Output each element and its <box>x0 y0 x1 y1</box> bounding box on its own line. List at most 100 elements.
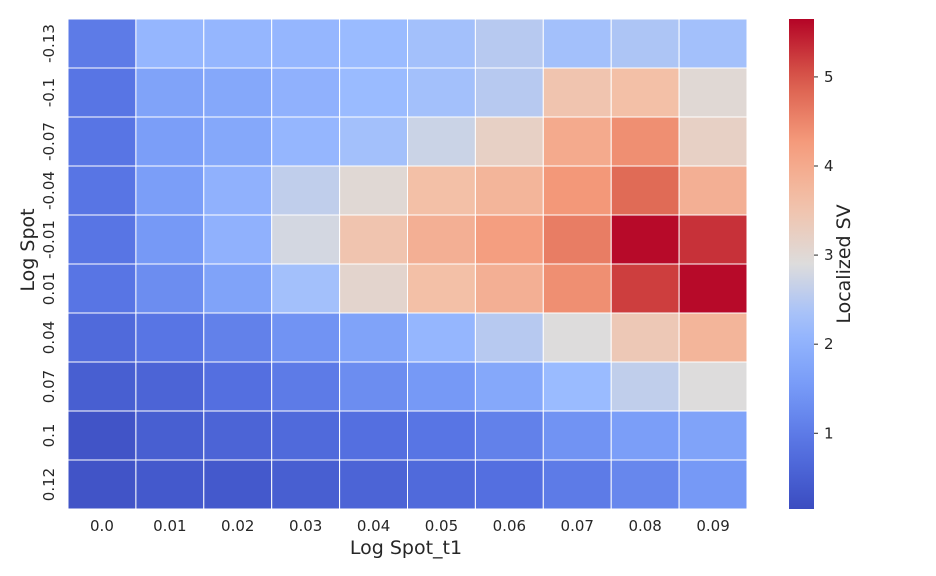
heatmap-cell <box>610 165 680 216</box>
heatmap-cell <box>474 165 544 216</box>
y-tick-label: -0.1 <box>40 78 58 107</box>
heatmap-cell <box>678 263 748 314</box>
y-tick-label: 0.01 <box>40 272 58 305</box>
heatmap-cell <box>474 214 544 265</box>
heatmap-cell <box>407 214 476 265</box>
heatmap-cell <box>610 214 680 265</box>
heatmap-cell <box>474 67 544 118</box>
heatmap-cell <box>135 116 205 167</box>
heatmap-cell <box>339 361 409 412</box>
heatmap-cell <box>407 459 476 510</box>
heatmap-cell <box>678 67 748 118</box>
colorbar-tick-label: 5 <box>824 68 834 86</box>
heatmap-cell <box>610 459 680 510</box>
heatmap-cell <box>610 312 680 363</box>
x-tick-labels: 0.0 0.01 0.02 0.03 0.04 0.05 0.06 0.07 0.08 0.09 <box>90 517 730 535</box>
heatmap-cell <box>678 410 748 461</box>
heatmap-cell <box>474 116 544 167</box>
heatmap-cell <box>271 67 341 118</box>
heatmap-cell <box>203 361 273 412</box>
heatmap-cell <box>610 361 680 412</box>
heatmap-cell <box>339 18 409 69</box>
heatmap-cell <box>203 116 273 167</box>
heatmap-cell <box>203 312 273 363</box>
heatmap-cell <box>474 18 544 69</box>
colorbar-tick-label: 2 <box>824 335 834 353</box>
heatmap-cell <box>203 459 273 510</box>
x-tick-label: 0.03 <box>289 517 322 535</box>
heatmap-cell <box>271 116 341 167</box>
heatmap-cell <box>474 361 544 412</box>
heatmap-cell <box>203 18 273 69</box>
heatmap-cell <box>678 361 748 412</box>
heatmap-cell <box>339 214 409 265</box>
heatmap-cell <box>67 165 137 216</box>
colorbar-tick-label: 3 <box>824 246 834 264</box>
heatmap-cell <box>67 263 137 314</box>
heatmap-cell <box>678 116 748 167</box>
heatmap-cell <box>271 214 341 265</box>
heatmap-cell <box>542 67 612 118</box>
heatmap-cell <box>339 459 409 510</box>
x-tick-label: 0.07 <box>561 517 594 535</box>
y-tick-label: -0.04 <box>40 171 58 210</box>
heatmap-cell <box>67 410 137 461</box>
heatmap-cell <box>135 67 205 118</box>
colorbar-tick-label: 1 <box>824 424 834 442</box>
heatmap-cell <box>542 214 612 265</box>
y-tick-label: -0.13 <box>40 24 58 63</box>
heatmap-cell <box>135 361 205 412</box>
heatmap-cell <box>542 459 612 510</box>
heatmap-cell <box>67 18 137 69</box>
heatmap-cell <box>407 263 476 314</box>
x-tick-label: 0.06 <box>493 517 526 535</box>
heatmap-cell <box>610 18 680 69</box>
heatmap-cell <box>203 165 273 216</box>
heatmap-cell <box>271 459 341 510</box>
heatmap-cell <box>474 312 544 363</box>
heatmap-cell <box>135 263 205 314</box>
heatmap-cell <box>339 116 409 167</box>
heatmap-cell <box>135 312 205 363</box>
heatmap-cell <box>67 361 137 412</box>
heatmap-cell <box>67 459 137 510</box>
colorbar-tick-labels: 1 2 3 4 5 <box>814 68 834 442</box>
heatmap-cell <box>610 263 680 314</box>
heatmap-cell <box>203 263 273 314</box>
y-tick-label: 0.04 <box>40 321 58 354</box>
heatmap-cell <box>339 165 409 216</box>
heatmap-cell <box>67 214 137 265</box>
heatmap-cell <box>407 18 476 69</box>
x-axis-label: Log Spot_t1 <box>350 537 462 559</box>
heatmap-cell <box>610 67 680 118</box>
x-tick-label: 0.09 <box>696 517 729 535</box>
heatmap-cell <box>542 116 612 167</box>
heatmap-cell <box>271 165 341 216</box>
heatmap-cell <box>135 165 205 216</box>
heatmap-cell <box>67 67 137 118</box>
heatmap-cell <box>610 116 680 167</box>
heatmap-cell <box>678 459 748 510</box>
heatmap-cell <box>339 410 409 461</box>
heatmap-cell <box>542 263 612 314</box>
heatmap-cell <box>203 67 273 118</box>
colorbar <box>789 19 814 509</box>
heatmap-cell <box>474 459 544 510</box>
heatmap-cell <box>678 165 748 216</box>
heatmap-cell <box>135 459 205 510</box>
heatmap-cell <box>542 165 612 216</box>
y-tick-label: -0.07 <box>40 122 58 161</box>
heatmap-cell <box>135 18 205 69</box>
heatmap-cell <box>678 214 748 265</box>
y-tick-labels: -0.13 -0.1 -0.07 -0.04 -0.01 0.01 0.04 0.07 0.1 0… <box>40 24 58 501</box>
heatmap-cell <box>407 312 476 363</box>
heatmap-cell <box>542 18 612 69</box>
heatmap-cell <box>271 263 341 314</box>
y-tick-label: 0.07 <box>40 370 58 403</box>
heatmap-cell <box>67 312 137 363</box>
heatmap-cell <box>678 312 748 363</box>
heatmap-cell <box>407 361 476 412</box>
heatmap-cell <box>407 165 476 216</box>
